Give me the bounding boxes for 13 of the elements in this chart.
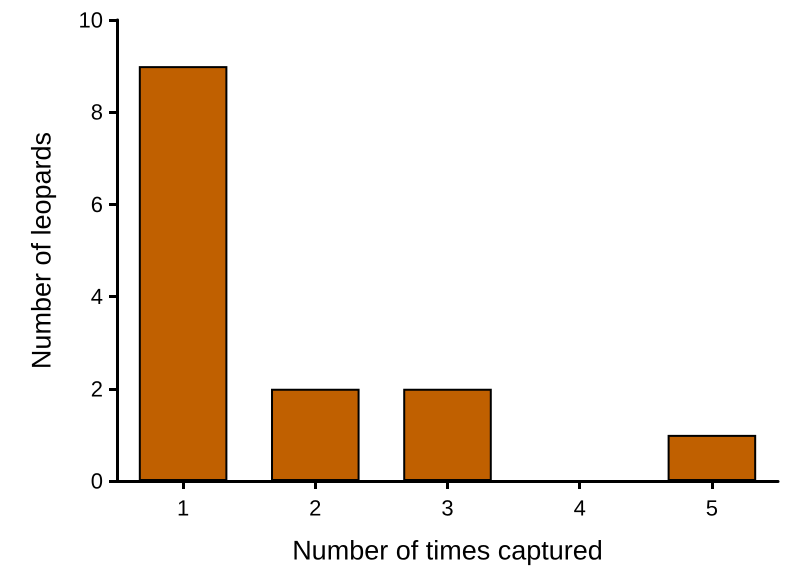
y-axis-title: Number of leopards — [26, 132, 56, 370]
x-tick-label: 3 — [441, 496, 454, 520]
y-tick-label: 8 — [90, 100, 103, 125]
y-tick-label: 4 — [90, 284, 103, 310]
y-tick-label: 6 — [90, 192, 103, 217]
y-tick-label: 2 — [90, 376, 103, 402]
x-tick-label: 5 — [706, 496, 718, 520]
x-tick-label: 4 — [574, 496, 586, 520]
x-tick-label: 1 — [176, 496, 190, 520]
x-tick-label: 2 — [309, 496, 322, 520]
y-tick-label: 10 — [78, 8, 103, 32]
y-tick-label: 0 — [90, 468, 103, 494]
x-axis-title: Number of times captured — [292, 536, 603, 566]
